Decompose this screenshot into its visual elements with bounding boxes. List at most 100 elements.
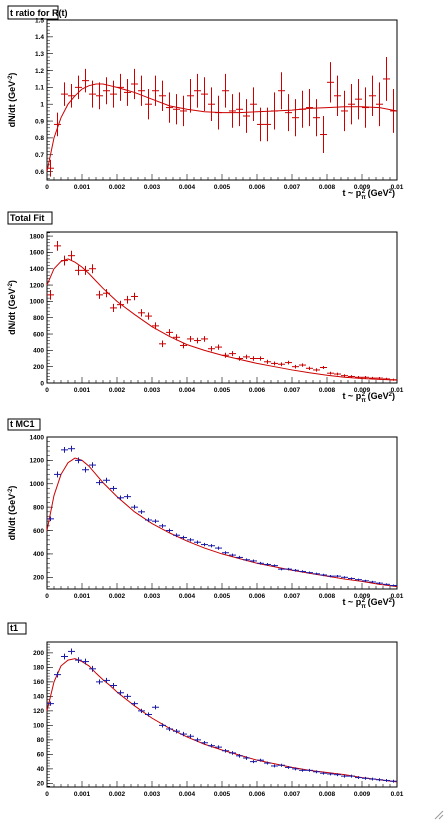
y-tick-label: 1200 <box>30 458 45 465</box>
plot-frame <box>46 231 398 384</box>
x-axis: 0 0.001 0.002 0.003 0.004 0.005 0.006 0.007 0.00… <box>45 781 404 798</box>
resize-grip-icon[interactable] <box>432 808 444 820</box>
data-point <box>75 457 82 464</box>
x-axis-title-close: ) <box>392 391 395 401</box>
x-tick-label: 0.006 <box>249 184 266 191</box>
data-point <box>159 723 166 728</box>
x-tick-label: 0.001 <box>74 387 91 394</box>
data-point <box>299 768 306 772</box>
data-point <box>320 573 327 577</box>
x-tick-label: 0.004 <box>179 387 196 394</box>
y-tick-label: 180 <box>33 665 44 672</box>
x-tick-label: 0.004 <box>179 791 196 798</box>
data-point <box>173 334 180 341</box>
x-tick-label: 0.002 <box>109 593 126 600</box>
data-point <box>82 265 89 275</box>
data-point <box>47 701 54 706</box>
x-tick-label: 0.003 <box>144 593 161 600</box>
x-tick-label: 0.01 <box>391 791 404 798</box>
data-point <box>54 471 61 478</box>
data-point <box>313 99 320 137</box>
x-axis-title-sub: π <box>361 195 366 201</box>
x-axis-title-main: t ~ p <box>342 597 361 607</box>
x-tick-label: 0.002 <box>109 791 126 798</box>
data-point <box>222 748 229 753</box>
data-point <box>194 737 201 743</box>
data-point <box>145 517 152 523</box>
data-point <box>292 99 299 137</box>
data-point <box>390 584 397 587</box>
y-axis-title-close: ) <box>7 486 17 489</box>
data-point <box>180 342 187 349</box>
x-tick-label: 0.01 <box>391 184 404 191</box>
data-point <box>257 107 264 142</box>
x-tick-label: 0.006 <box>249 593 266 600</box>
data-point <box>47 289 54 300</box>
chart-panel-4: t1 0 0.001 0.002 0.003 0.004 0.005 0.006 0.007 0.… <box>7 622 404 798</box>
x-axis-title-sup: 2 <box>362 598 366 604</box>
data-point <box>124 78 131 106</box>
data-point <box>75 265 82 276</box>
data-point <box>236 754 243 758</box>
data-point <box>264 107 271 142</box>
data-point <box>152 705 159 710</box>
data-point <box>89 80 96 108</box>
data-point <box>173 533 180 538</box>
data-point <box>89 462 96 468</box>
chart-panel-3: t MC1 0 0.001 0.002 0.003 0.004 0.005 0.006 0.00… <box>7 418 404 610</box>
data-point <box>285 765 292 769</box>
data-point <box>194 540 201 544</box>
data-point <box>383 583 390 586</box>
data-point <box>222 73 229 108</box>
data-point <box>215 344 222 350</box>
data-point <box>243 354 250 360</box>
data-point <box>334 75 341 116</box>
data-point <box>124 295 131 304</box>
data-point <box>320 771 327 775</box>
data-point <box>355 78 362 120</box>
y-tick-label: 800 <box>33 504 44 511</box>
y-tick-label: 1400 <box>30 434 45 441</box>
data-point <box>236 356 243 361</box>
data-point <box>180 535 187 540</box>
data-point <box>103 289 110 298</box>
data-point <box>89 665 96 672</box>
data-point <box>327 371 334 375</box>
x-axis-title-unit-sup: 2 <box>389 189 393 195</box>
x-axis-title: t ~ pπ2 (GeV2) <box>342 597 395 610</box>
y-axis-title-main: dN/dt (GeV <box>7 288 17 335</box>
data-point <box>369 777 376 781</box>
y-tick-label: 600 <box>33 331 44 338</box>
data-point <box>313 572 320 575</box>
data-point <box>68 84 75 108</box>
x-axis-title-main: t ~ p <box>342 391 361 401</box>
y-tick-label: 200 <box>33 364 44 371</box>
data-point <box>54 671 61 678</box>
x-tick-label: 0 <box>45 791 49 798</box>
y-axis-title-sup: -2 <box>8 282 14 288</box>
y-tick-label: 1.3 <box>35 51 44 58</box>
chart-title-box <box>7 5 59 20</box>
data-point <box>341 576 348 579</box>
x-tick-label: 0.009 <box>354 184 371 191</box>
data-point <box>271 92 278 130</box>
data-point <box>369 75 376 116</box>
y-tick-label: 200 <box>33 575 44 582</box>
data-point <box>390 378 397 381</box>
y-tick-label: 1200 <box>30 282 45 289</box>
data-point <box>285 567 292 571</box>
data-point <box>383 57 390 101</box>
data-point <box>334 773 341 777</box>
data-point <box>278 567 285 571</box>
data-point <box>383 779 390 782</box>
chart-title-box <box>7 211 53 225</box>
data-point <box>103 677 110 683</box>
data-point <box>362 579 369 582</box>
data-point <box>110 80 117 108</box>
y-axis-title-sup: -2 <box>8 488 14 494</box>
data-point <box>96 480 103 486</box>
data-point <box>327 574 334 578</box>
x-tick-label: 0.006 <box>249 387 266 394</box>
data-point <box>152 322 159 330</box>
